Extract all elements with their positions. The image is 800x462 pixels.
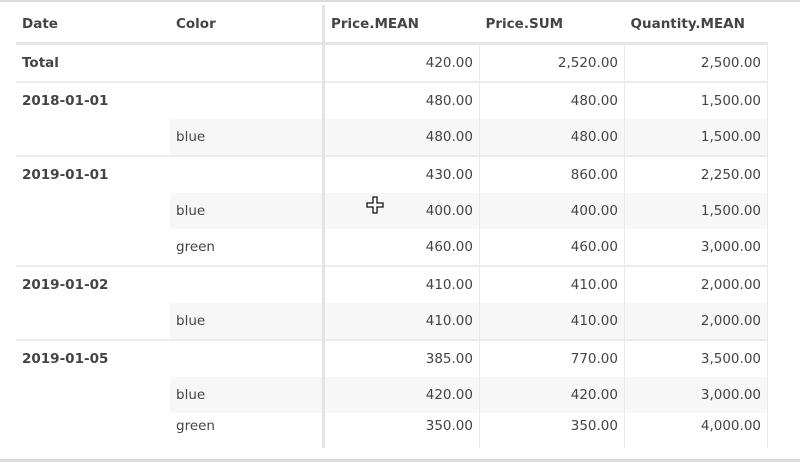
date-cell[interactable]: 2019-01-01 [16,155,170,193]
color-cell[interactable] [170,81,324,119]
table-row: blue 420.00 420.00 3,000.00 [16,377,768,413]
quantity-mean-cell[interactable]: 4,000.00 [624,413,768,448]
bottom-border [0,459,800,462]
quantity-mean-cell[interactable]: 3,000.00 [624,229,768,266]
table-row: green 460.00 460.00 3,000.00 [16,229,768,266]
price-sum-cell[interactable]: 410.00 [479,303,625,340]
quantity-mean-cell[interactable]: 3,500.00 [624,339,768,377]
table-row: blue 480.00 480.00 1,500.00 [16,119,768,156]
price-mean-cell[interactable]: 430.00 [322,155,480,193]
column-header-quantity-mean[interactable]: Quantity.MEAN [624,5,768,45]
price-sum-cell[interactable]: 420.00 [479,377,625,413]
quantity-mean-cell[interactable]: 1,500.00 [624,193,768,229]
date-cell[interactable] [16,229,170,266]
table-body: Total 420.00 2,520.00 2,500.00 2018-01-01 480… [16,42,768,448]
column-header-price-mean[interactable]: Price.MEAN [322,5,480,45]
price-sum-cell[interactable]: 860.00 [479,155,625,193]
date-cell[interactable] [16,413,170,448]
date-cell[interactable]: 2019-01-02 [16,265,170,303]
price-sum-cell[interactable]: 2,520.00 [479,42,625,82]
date-cell[interactable]: 2019-01-05 [16,339,170,377]
group-row: 2018-01-01 480.00 480.00 1,500.00 [16,81,768,119]
price-mean-cell[interactable]: 350.00 [322,413,480,448]
price-sum-cell[interactable]: 460.00 [479,229,625,266]
group-row: 2019-01-02 410.00 410.00 2,000.00 [16,265,768,303]
color-cell[interactable] [170,265,324,303]
date-cell[interactable] [16,119,170,156]
quantity-mean-cell[interactable]: 3,000.00 [624,377,768,413]
group-row: 2019-01-05 385.00 770.00 3,500.00 [16,339,768,377]
color-cell[interactable] [170,155,324,193]
price-mean-cell[interactable]: 480.00 [322,119,480,156]
date-cell[interactable] [16,193,170,229]
date-cell[interactable] [16,303,170,340]
quantity-mean-cell[interactable]: 2,500.00 [624,42,768,82]
quantity-mean-cell[interactable]: 1,500.00 [624,119,768,156]
price-mean-cell[interactable]: 420.00 [322,42,480,82]
date-cell[interactable]: 2018-01-01 [16,81,170,119]
color-cell[interactable]: blue [170,303,324,340]
color-cell[interactable]: blue [170,193,324,229]
top-border [0,0,800,2]
quantity-mean-cell[interactable]: 2,250.00 [624,155,768,193]
pivot-table: Date Color Price.MEAN Price.SUM Quantity… [16,5,768,448]
table-row: blue 410.00 410.00 2,000.00 [16,303,768,340]
table-row: green 350.00 350.00 4,000.00 [16,413,768,448]
price-sum-cell[interactable]: 400.00 [479,193,625,229]
color-cell[interactable]: blue [170,377,324,413]
color-cell[interactable]: blue [170,119,324,156]
price-mean-cell[interactable]: 400.00 [322,193,480,229]
color-cell[interactable] [170,339,324,377]
quantity-mean-cell[interactable]: 2,000.00 [624,303,768,340]
price-sum-cell[interactable]: 350.00 [479,413,625,448]
price-sum-cell[interactable]: 410.00 [479,265,625,303]
price-mean-cell[interactable]: 480.00 [322,81,480,119]
price-sum-cell[interactable]: 480.00 [479,119,625,156]
color-cell[interactable]: green [176,418,215,434]
date-cell[interactable] [16,377,170,413]
column-header-color[interactable]: Color [170,5,324,45]
price-mean-cell[interactable]: 385.00 [322,339,480,377]
price-mean-cell[interactable]: 410.00 [322,265,480,303]
quantity-mean-cell[interactable]: 2,000.00 [624,265,768,303]
date-cell[interactable]: Total [16,42,170,82]
table-row: blue 400.00 400.00 1,500.00 [16,193,768,229]
price-mean-cell[interactable]: 460.00 [322,229,480,266]
price-mean-cell[interactable]: 410.00 [322,303,480,340]
column-header-price-sum[interactable]: Price.SUM [479,5,625,45]
price-mean-cell[interactable]: 420.00 [322,377,480,413]
price-sum-cell[interactable]: 480.00 [479,81,625,119]
total-row: Total 420.00 2,520.00 2,500.00 [16,42,768,82]
quantity-mean-cell[interactable]: 1,500.00 [624,81,768,119]
crosshair-move-icon [366,196,384,214]
color-cell[interactable] [170,42,324,82]
group-row: 2019-01-01 430.00 860.00 2,250.00 [16,155,768,193]
header-row: Date Color Price.MEAN Price.SUM Quantity… [16,5,768,45]
price-sum-cell[interactable]: 770.00 [479,339,625,377]
column-header-date[interactable]: Date [16,5,170,45]
color-cell[interactable]: green [176,239,215,255]
